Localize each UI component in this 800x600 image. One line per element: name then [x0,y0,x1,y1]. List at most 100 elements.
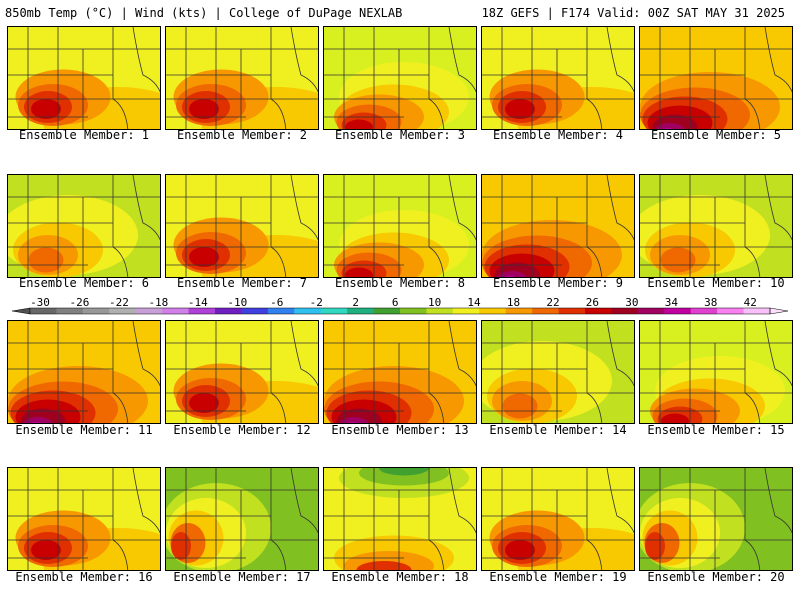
boundary-line [112,246,129,277]
boundary-line [132,175,160,241]
boundary-line [290,175,318,241]
colorbar-tick-label: 22 [546,296,559,309]
boundary-line [428,246,445,277]
temperature-contour-fill [31,540,61,560]
ensemble-map-panel [639,174,793,278]
boundary-line [606,468,634,534]
ensemble-member-caption: Ensemble Member: 3 [334,128,466,142]
boundary-line [764,175,792,241]
colorbar-tick-label: 2 [352,296,359,309]
colorbar-swatch [426,308,454,314]
temperature-contour-fill [189,99,219,119]
ensemble-map-panel [481,174,635,278]
colorbar-tick-label: -30 [30,296,50,309]
colorbar-tick-label: -6 [270,296,283,309]
colorbar-swatch [109,308,137,314]
temperature-field-map [324,321,476,423]
colorbar-swatch [294,308,322,314]
temperature-field-map [8,468,160,570]
temperature-contour-fill [502,393,538,419]
state-boundaries [640,27,792,129]
temperature-field-map [482,468,634,570]
state-boundaries [640,468,792,570]
boundary-line [764,468,792,534]
state-boundaries [166,321,318,423]
temperature-contour-fill [497,271,527,277]
state-boundaries [8,468,160,570]
colorbar-outline [29,307,771,315]
temperature-field-map [640,321,792,423]
colorbar-tick-label: 14 [467,296,481,309]
colorbar-swatch [30,308,57,314]
ensemble-map-panel [323,174,477,278]
boundary-line [112,392,129,423]
colorbar-swatch [400,308,427,314]
colorbar-tick-label: -26 [70,296,90,309]
ensemble-map-panel [165,467,319,571]
colorbar-tick-label: 30 [625,296,638,309]
colorbar-swatch [373,308,401,314]
colorbar-swatch [241,308,269,314]
boundary-line [270,539,287,570]
boundary-line [586,539,603,570]
colorbar-tick-label: -14 [188,296,208,309]
colorbar-tick-label: 34 [665,296,679,309]
colorbar-tick-label: 18 [507,296,520,309]
colorbar-swatch [532,308,559,314]
ensemble-member-caption: Ensemble Member: 15 [647,423,785,437]
temperature-contour-fill [661,413,689,423]
ensemble-member-caption: Ensemble Member: 9 [492,276,624,290]
temperature-field-map [482,27,634,129]
temperature-contour-fill [339,417,369,423]
state-boundaries [8,321,160,423]
temperature-contour-fill [30,422,42,423]
state-boundaries [8,27,160,129]
colorbar-tick-label: 10 [428,296,441,309]
boundary-line [744,246,761,277]
boundary-line [586,246,603,277]
temperature-field-map [166,175,318,277]
colorbar-tick-label: -2 [310,296,323,309]
state-boundaries [640,175,792,277]
temperature-contour-fill [379,468,429,476]
temperature-contour-fill [345,119,373,129]
boundary-line [428,539,445,570]
state-boundaries [324,175,476,277]
temperature-contour-fill [505,540,535,560]
ensemble-member-caption: Ensemble Member: 13 [331,423,469,437]
boundary-line [112,98,129,129]
ensemble-member-caption: Ensemble Member: 18 [331,570,469,584]
boundary-line [606,27,634,93]
colorbar-swatch [162,308,189,314]
colorbar-swatch [215,308,242,314]
boundary-line [270,392,287,423]
temperature-contour-fill [505,99,535,119]
colorbar-right-arrow [769,307,788,315]
temperature-contour-fill [23,417,53,423]
ensemble-member-caption: Ensemble Member: 1 [18,128,150,142]
temperature-contour-fill [171,532,191,560]
temperature-field-map [640,468,792,570]
temperature-contour-fill [655,123,685,129]
header-right-valid-time: 18Z GEFS | F174 Valid: 00Z SAT MAY 31 20… [481,6,785,20]
ensemble-member-caption: Ensemble Member: 12 [173,423,311,437]
boundary-line [132,468,160,534]
state-boundaries [482,468,634,570]
boundary-line [606,175,634,241]
temperature-field-map [482,175,634,277]
colorbar-tick-label: -22 [109,296,129,309]
boundary-line [744,539,761,570]
boundary-line [764,27,792,93]
colorbar-svg: -30 -26 -22 -18 -14 -10 -6 -2 2 6 10 14 18 22 26 30 34 38… [12,296,788,315]
colorbar-swatch [347,308,374,314]
temperature-field-map [166,468,318,570]
ensemble-map-panel [481,26,635,130]
temperature-field-map [8,175,160,277]
ensemble-member-caption: Ensemble Member: 14 [489,423,627,437]
state-boundaries [166,175,318,277]
colorbar-tick-label: 26 [586,296,599,309]
boundary-line [270,98,287,129]
ensemble-member-caption: Ensemble Member: 7 [176,276,308,290]
boundary-line [428,98,445,129]
colorbar-swatch [135,308,163,314]
